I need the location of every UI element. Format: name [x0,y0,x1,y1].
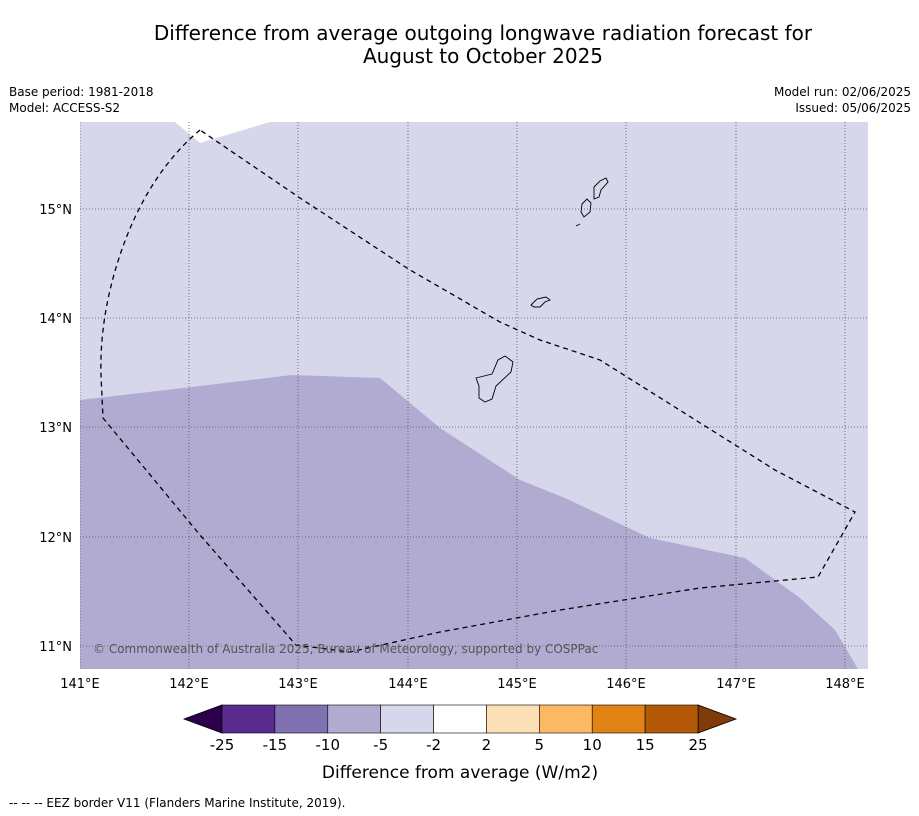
lat-label: 14°N [39,312,72,327]
colorbar-tick-label: 5 [535,736,545,754]
map-title: Difference from average outgoing longwav… [0,22,919,68]
colorbar-ticks: -25 -15 -10 -5 -2 2 5 10 15 25 [210,736,708,754]
colorbar-cell [591,704,646,734]
colorbar-tick-label: -5 [373,736,388,754]
colorbar-tick-label: 10 [583,736,602,754]
colorbar-tick-label: -25 [210,736,235,754]
colorbar-cell [486,704,540,734]
island-guam [475,355,514,403]
island-aguijan [575,223,581,227]
eez-border [100,129,856,653]
colorbar-cell [380,704,434,734]
lon-label: 146°E [606,677,646,692]
title-line-2: August to October 2025 [362,44,604,68]
colorbar-tick-label: -10 [316,736,341,754]
colorbar-cell [433,704,487,734]
colorbar-tick-label: 25 [688,736,707,754]
colorbar-extend-high [697,704,738,734]
colorbar-cell [221,704,276,734]
colorbar-tick-label: 2 [482,736,492,754]
lon-label: 148°E [825,677,865,692]
meta-left: Base period: 1981-2018 Model: ACCESS-S2 [9,84,154,116]
footnote: -- -- -- EEZ border V11 (Flanders Marine… [9,796,346,810]
lon-label: 143°E [278,677,318,692]
colorbar-label: Difference from average (W/m2) [322,763,598,783]
model-name: Model: ACCESS-S2 [9,101,121,115]
colorbar-tick-label: -2 [426,736,441,754]
region-dark-anomaly [80,375,858,669]
lon-label: 144°E [388,677,428,692]
title-line-1: Difference from average outgoing longwav… [153,21,813,45]
island-saipan [593,177,609,200]
colorbar-cells [221,704,699,734]
lon-label: 142°E [169,677,209,692]
colorbar-cell [644,704,699,734]
gridlines [80,122,868,669]
colorbar-extend-low [182,704,223,734]
model-run: Model run: 02/06/2025 [773,85,911,99]
lon-label: 145°E [497,677,537,692]
lat-label: 15°N [39,203,72,218]
colorbar-cell [327,704,381,734]
base-period: Base period: 1981-2018 [9,85,154,99]
lon-labels: 141°E 142°E 143°E 144°E 145°E 146°E 147°… [60,677,865,692]
colorbar-cell [274,704,329,734]
lat-label: 12°N [39,531,72,546]
island-rota [530,296,551,308]
colorbar: -25 -15 -10 -5 -2 2 5 10 15 25 [182,704,738,754]
colorbar-cell [539,704,593,734]
island-tinian [580,198,592,218]
no-data-notch [175,122,270,143]
colorbar-tick-label: -15 [263,736,288,754]
lat-label: 11°N [39,640,72,655]
colorbar-tick-label: 15 [636,736,655,754]
lat-labels: 15°N 14°N 13°N 12°N 11°N [39,203,72,655]
copyright-notice: © Commonwealth of Australia 2025, Bureau… [93,642,598,656]
lat-label: 13°N [39,421,72,436]
lon-label: 141°E [60,677,100,692]
islands [475,177,609,403]
meta-right: Model run: 02/06/2025 Issued: 05/06/2025 [774,84,911,116]
issued-date: Issued: 05/06/2025 [795,101,911,115]
lon-label: 147°E [716,677,756,692]
map-area: © Commonwealth of Australia 2025, Bureau… [80,122,868,669]
